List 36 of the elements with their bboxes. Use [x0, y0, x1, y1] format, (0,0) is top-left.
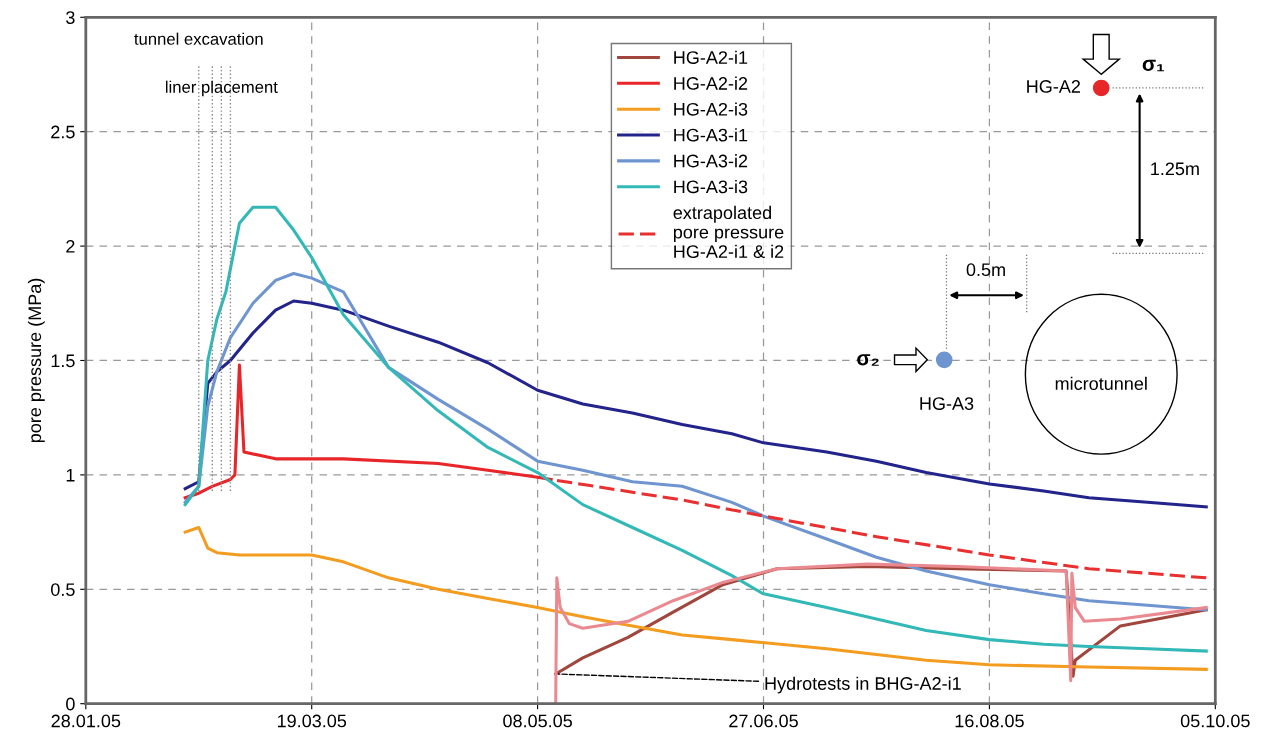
annotation: microtunnel [1055, 376, 1147, 391]
annotation: σ₂ [857, 354, 879, 366]
y-tick-label: 1.5 [51, 354, 75, 368]
ref-line-label: liner placement [165, 80, 278, 97]
line-series [183, 525, 1208, 671]
annotation: HG-A3 [920, 397, 974, 410]
y-tick-label: 1 [66, 469, 75, 482]
y-axis-title: pore pressure (MPa) [27, 278, 45, 443]
y-tick-label: 2.5 [51, 125, 75, 139]
annotation: Hydrotests in BHG-A2-i1 [765, 676, 961, 694]
ref-line-label: tunnel excavation [134, 32, 263, 45]
line-series [183, 363, 553, 500]
y-tick-label: 0 [66, 697, 75, 711]
legend-label: HG-A2-i2 [674, 76, 748, 90]
legend-label: HG-A2-i3 [674, 102, 748, 116]
annotation: σ₁ [1142, 59, 1165, 72]
line-series [183, 205, 1208, 653]
legend-label: HG-A2-i1 [674, 50, 748, 64]
y-tick-label: 3 [66, 11, 75, 24]
line-series [183, 299, 1208, 509]
x-tick-label: 19.03.05 [277, 714, 347, 728]
legend-label: HG-A3-i3 [674, 179, 748, 194]
annotation: 0.5m [966, 263, 1005, 277]
annotation: 1.25m [1151, 162, 1199, 176]
y-tick-label: 2 [66, 240, 75, 253]
x-tick-label: 08.05.05 [503, 714, 572, 728]
y-tick-label: 0.5 [51, 583, 75, 596]
legend-label: extrapolated pore pressure HG-A2-i1 & i2 [673, 205, 784, 258]
annotation: HG-A2 [1027, 80, 1080, 93]
x-tick-label: 27.06.05 [729, 714, 798, 728]
legend-label: HG-A3-i2 [674, 154, 748, 168]
legend-label: HG-A3-i1 [674, 128, 748, 142]
x-tick-label: 16.08.05 [955, 714, 1024, 728]
x-tick-label: 28.01.05 [51, 714, 121, 728]
line-series [554, 562, 1208, 704]
x-tick-label: 05.10.05 [1180, 714, 1250, 728]
